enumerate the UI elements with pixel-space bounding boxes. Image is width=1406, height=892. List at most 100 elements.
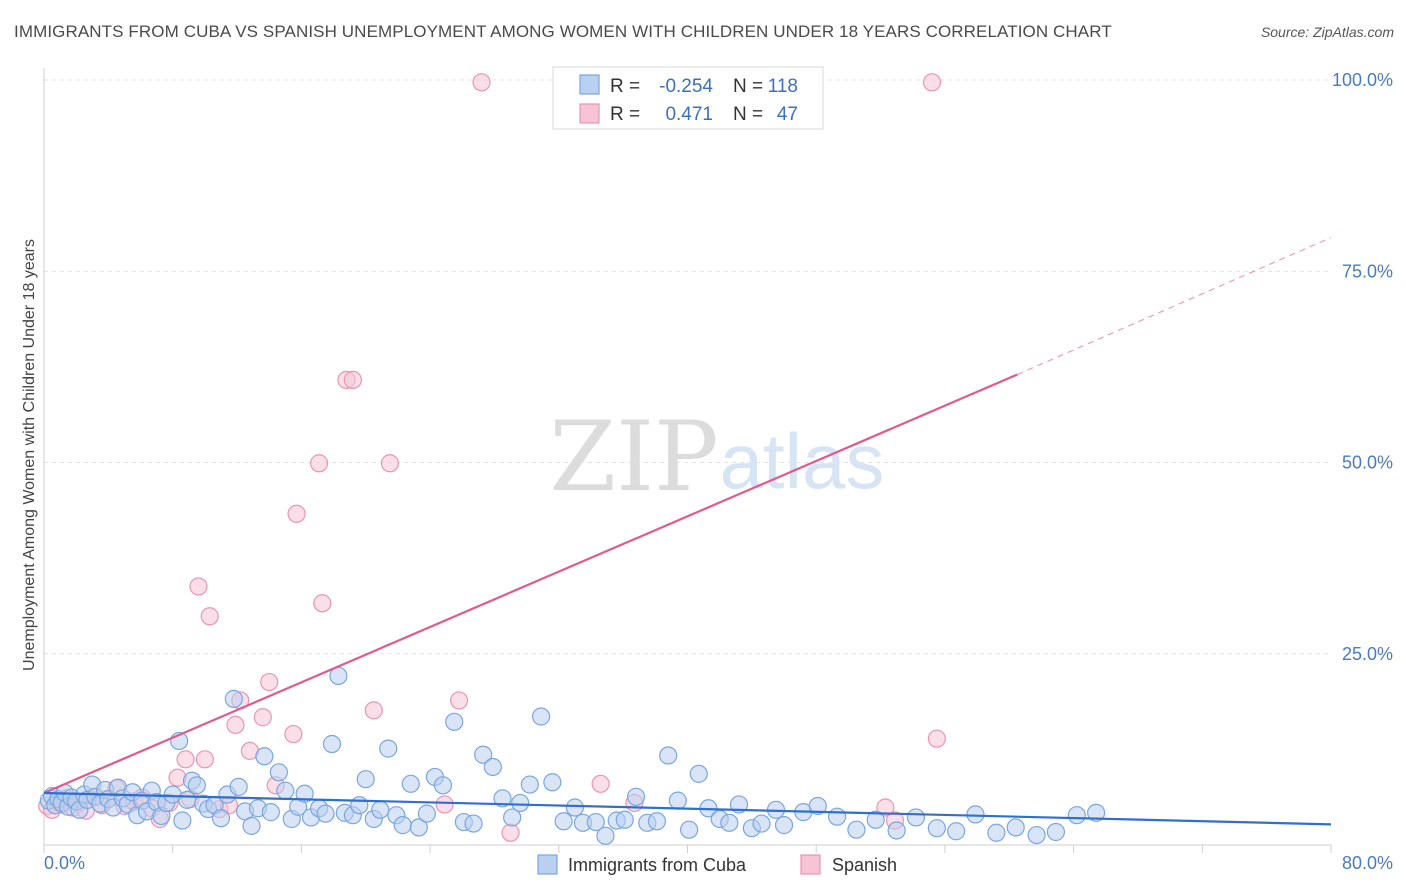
y-tick-labels: 25.0% 50.0% 75.0% 100.0%: [1332, 70, 1393, 664]
cuba-point: [596, 826, 615, 845]
legend-r-value-cuba: -0.254: [659, 76, 713, 97]
cuba-point: [464, 814, 483, 833]
watermark-zip: ZIP: [549, 401, 718, 513]
spanish-point: [364, 701, 383, 720]
source-credit: Source: ZipAtlas.com: [1260, 24, 1394, 40]
cuba-point: [532, 707, 551, 726]
trend-lines: [43, 237, 1332, 826]
cuba-point: [1087, 803, 1106, 822]
x-tick-labels: 0.0% 80.0%: [44, 853, 1393, 873]
spanish-point: [260, 672, 279, 692]
cuba-point: [520, 775, 539, 794]
cuba-point: [586, 812, 605, 832]
cuba-point: [511, 793, 530, 813]
cuba-point: [316, 804, 335, 823]
cuba-point: [554, 812, 573, 831]
cuba-point: [774, 816, 794, 835]
cuba-trend-line: [43, 791, 1332, 826]
bottom-legend-swatch-cuba: [537, 854, 558, 875]
bottom-legend-swatch-spanish: [800, 854, 821, 875]
spanish-trend-line: [43, 373, 1018, 794]
spanish-point: [287, 504, 306, 523]
spanish-point: [927, 729, 946, 748]
cuba-point: [543, 773, 562, 792]
cuba-point: [255, 747, 274, 766]
cuba-point: [866, 810, 885, 829]
cuba-point: [371, 800, 390, 819]
legend-r-label-spanish: R =: [610, 104, 640, 125]
legend-n-label-cuba: N =: [733, 76, 763, 97]
cuba-point: [178, 790, 197, 809]
chart-title: IMMIGRANTS FROM CUBA VS SPANISH UNEMPLOY…: [14, 22, 1112, 41]
cuba-point: [295, 784, 314, 803]
bottom-legend-label-cuba: Immigrants from Cuba: [568, 855, 747, 875]
gridlines: [44, 79, 1331, 655]
cuba-point: [1067, 806, 1086, 825]
cuba-point: [927, 819, 946, 838]
spanish-point: [253, 708, 272, 727]
spanish-point: [876, 798, 895, 817]
cuba-point: [401, 774, 420, 793]
cuba-point: [187, 776, 206, 795]
cuba-point: [433, 776, 453, 795]
cuba-point: [887, 821, 906, 840]
legend-n-value-spanish: 47: [777, 104, 798, 125]
legend-n-label-spanish: N =: [733, 104, 763, 125]
legend-swatch-spanish: [579, 103, 600, 124]
cuba-point: [493, 789, 512, 808]
cuba-point: [224, 689, 243, 708]
cuba-point: [445, 712, 464, 731]
cuba-point: [828, 807, 847, 826]
legend-r-label-cuba: R =: [610, 76, 640, 97]
cuba-point: [626, 787, 646, 806]
y-tick-label: 50.0%: [1342, 453, 1393, 473]
cuba-point: [417, 804, 436, 823]
cuba-point: [379, 739, 398, 758]
spanish-point: [922, 73, 942, 92]
cuba-point: [808, 796, 827, 816]
cuba-point: [1046, 822, 1066, 842]
spanish-point: [313, 594, 332, 613]
cuba-point: [276, 781, 295, 800]
cuba-point: [503, 808, 522, 827]
legend-swatch-cuba: [579, 74, 600, 95]
spanish-trend-extension: [1017, 237, 1332, 376]
cuba-point: [987, 823, 1006, 842]
spanish-point: [501, 823, 520, 842]
cuba-point: [322, 734, 342, 754]
cuba-point: [211, 809, 231, 828]
spanish-point: [226, 715, 245, 734]
y-tick-label: 25.0%: [1342, 644, 1393, 664]
cuba-point: [966, 805, 985, 824]
cuba-point: [729, 795, 749, 814]
series-legend: Immigrants from Cuba Spanish: [537, 854, 897, 875]
cuba-point: [906, 808, 926, 827]
x-tick-label-min: 0.0%: [44, 853, 85, 873]
spanish-point: [284, 724, 303, 744]
cuba-point: [668, 791, 687, 810]
cuba-point: [947, 822, 966, 841]
spanish-point: [591, 774, 610, 793]
axes: [43, 68, 1332, 853]
spanish-point: [195, 750, 214, 769]
cuba-point: [1006, 818, 1025, 837]
bottom-legend-label-spanish: Spanish: [832, 855, 897, 875]
y-axis-label: Unemployment Among Women with Children U…: [21, 239, 38, 671]
cuba-point: [269, 763, 288, 782]
y-tick-label: 75.0%: [1342, 261, 1393, 281]
cuba-point: [689, 764, 708, 783]
spanish-point: [189, 577, 208, 596]
cuba-point: [847, 820, 866, 839]
cuba-point: [615, 810, 634, 829]
cuba-point: [229, 777, 248, 796]
spanish-point: [435, 795, 454, 814]
cuba-point: [752, 814, 771, 833]
y-tick-label: 100.0%: [1332, 70, 1393, 90]
spanish-point: [472, 73, 491, 92]
cuba-point: [680, 820, 699, 839]
cuba-point: [647, 812, 667, 831]
spanish-point: [200, 607, 219, 626]
cuba-point: [393, 816, 412, 835]
cuba-point: [474, 745, 493, 764]
